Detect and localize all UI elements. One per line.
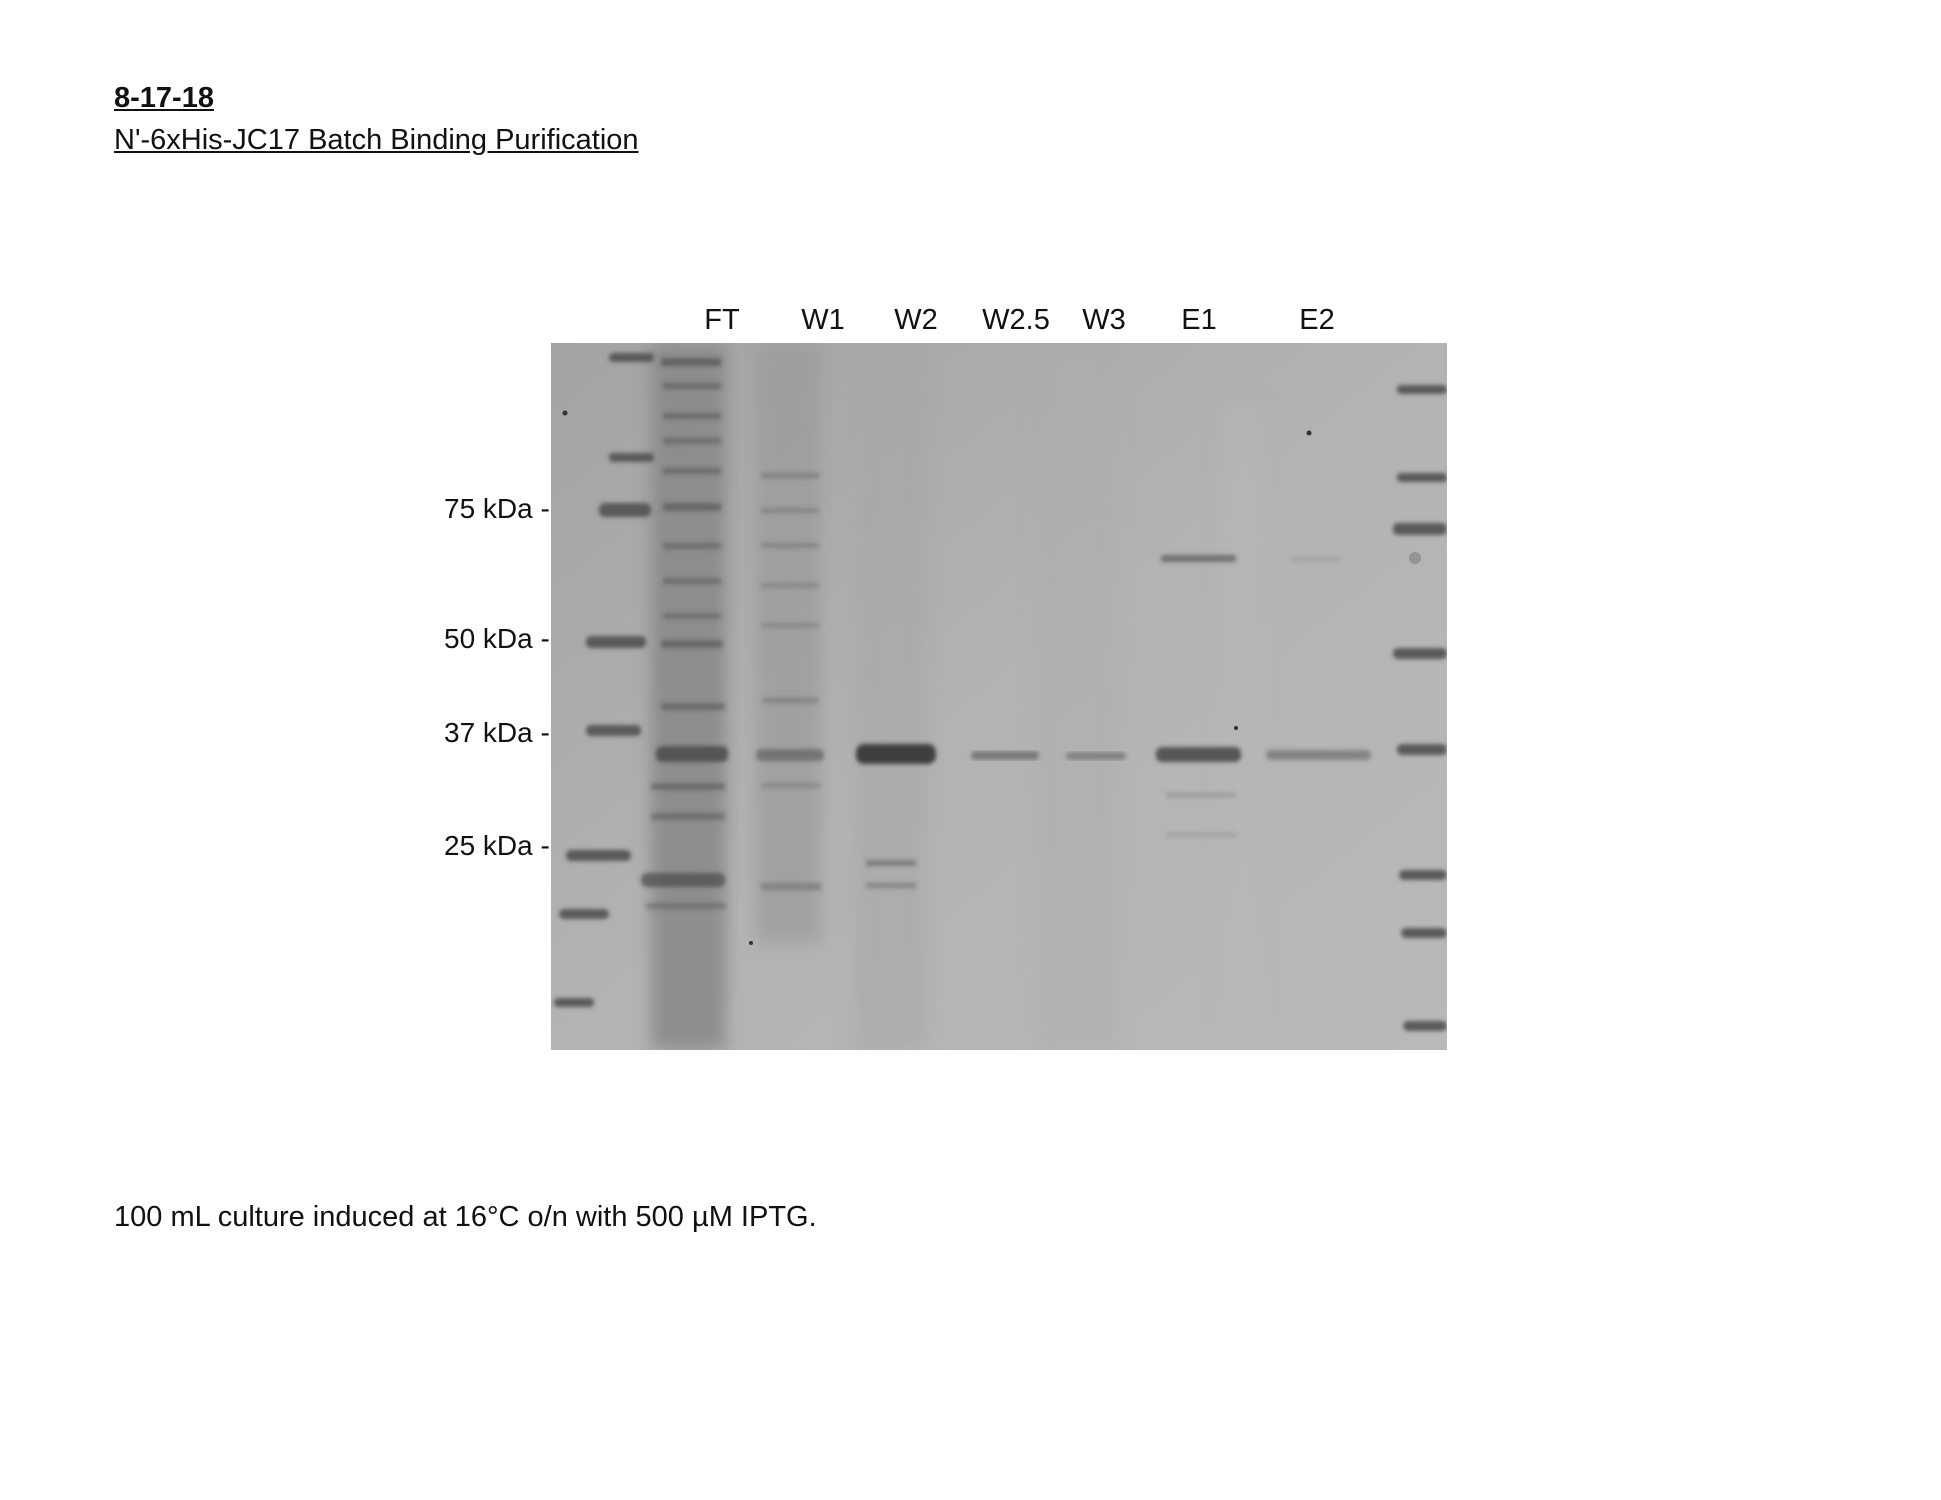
ladder-right (1393, 385, 1447, 1031)
gel-image (551, 343, 1447, 1050)
lane-w1-bands (756, 473, 824, 890)
lane-ft-bands (641, 358, 728, 909)
lane-label-w2: W2 (894, 304, 938, 336)
lane-label-w2-5: W2.5 (982, 304, 1050, 336)
lane-w3-bands (1066, 752, 1126, 760)
mw-marker-25: 25 kDa -- (444, 830, 560, 861)
lane-label-w1: W1 (801, 304, 845, 336)
gel-specks (562, 410, 1421, 945)
ladder-left (554, 353, 654, 1007)
mw-marker-50: 50 kDa -- (444, 623, 560, 654)
lane-e1-bands (1156, 555, 1241, 837)
document-title: N'-6xHis-JC17 Batch Binding Purification (114, 124, 639, 156)
gel-image-svg (551, 343, 1447, 1050)
lane-label-e1: E1 (1181, 304, 1217, 336)
lane-label-w3: W3 (1082, 304, 1126, 336)
lane-w2-5-bands (971, 751, 1039, 760)
document-date: 8-17-18 (114, 82, 214, 114)
lane-w2-bands (856, 744, 936, 888)
lane-e2-bands (1266, 557, 1371, 760)
mw-marker-75: 75 kDa -- (444, 493, 560, 524)
mw-marker-37: 37 kDa -- (444, 717, 560, 748)
lane-label-ft: FT (704, 304, 740, 336)
lane-label-e2: E2 (1299, 304, 1335, 336)
caption-text: 100 mL culture induced at 16°C o/n with … (114, 1201, 817, 1233)
